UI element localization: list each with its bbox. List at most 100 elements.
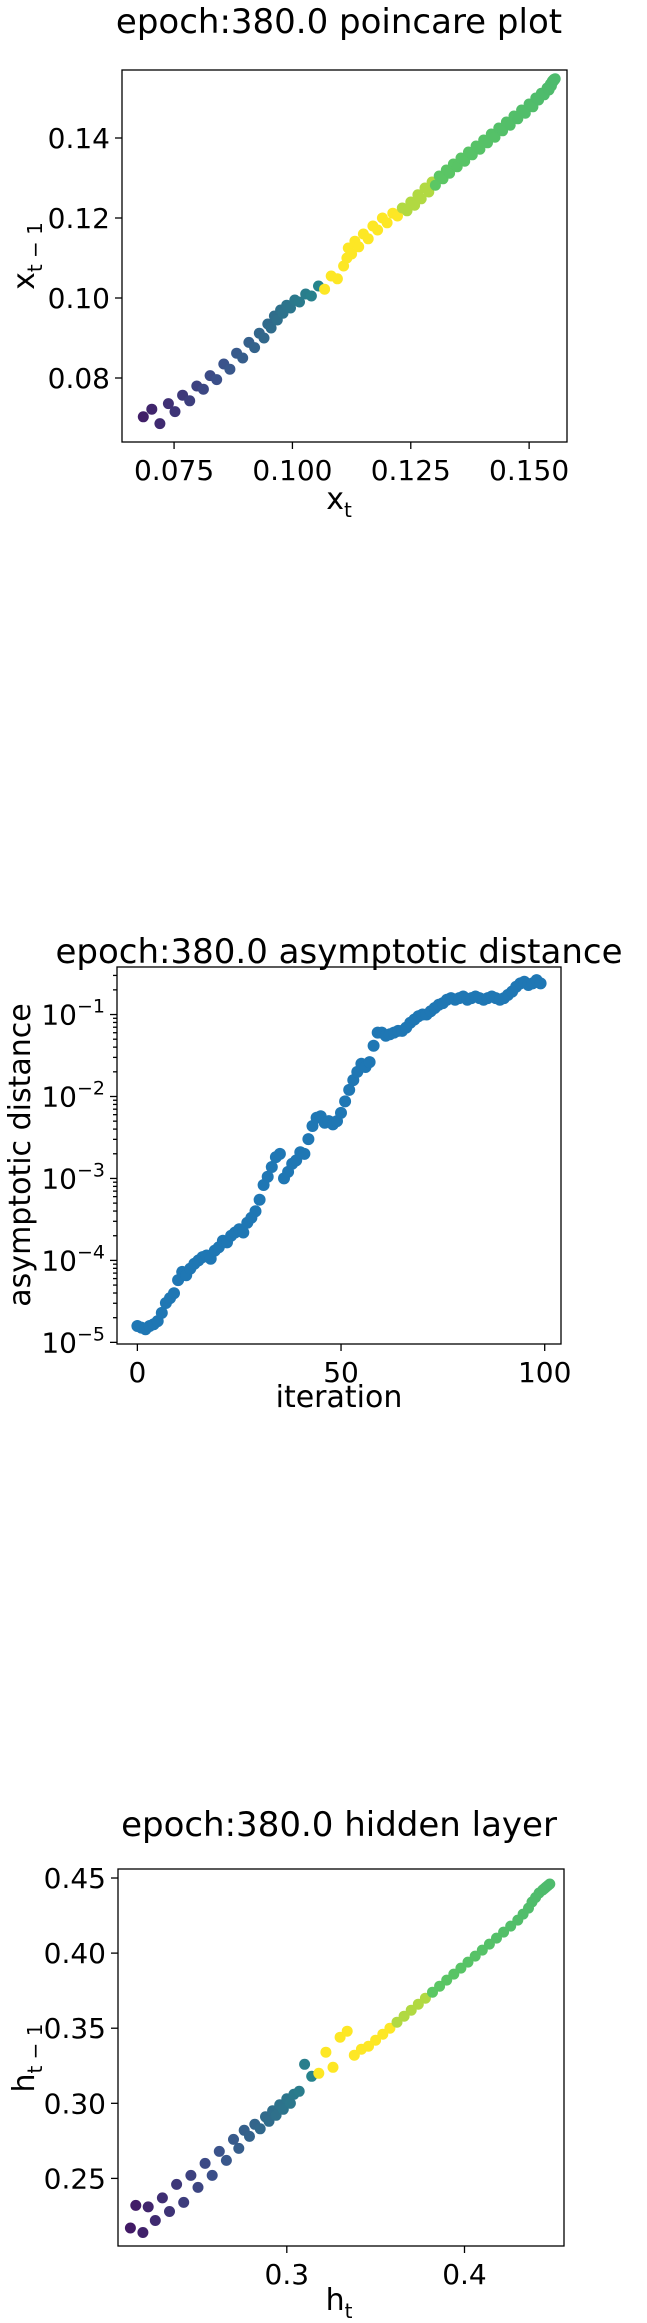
chart3-points (124, 1878, 556, 2238)
chart1-point (184, 395, 196, 407)
chart1-x-tick-label: 0.075 (134, 454, 214, 487)
chart1-point (265, 322, 277, 334)
chart2-point (302, 1133, 315, 1146)
chart1-point (305, 290, 317, 302)
chart3-point (213, 2145, 225, 2157)
chart1-x-tick-label: 0.125 (371, 454, 451, 487)
chart3-point (254, 2123, 266, 2135)
chart1-title: epoch:380.0 poincare plot (116, 2, 562, 42)
chart2-point (237, 1226, 250, 1239)
chart1-point (489, 131, 501, 143)
chart3-point (164, 2206, 175, 2217)
chart1-point (137, 411, 149, 423)
chart1-point (429, 179, 441, 191)
chart3-x-tick-label: 0.4 (442, 2258, 487, 2291)
chart1-point (353, 241, 365, 253)
chart2-point (367, 1039, 380, 1052)
chart2-point (335, 1106, 347, 1119)
chart2-y-tick-label: 10−1 (41, 996, 105, 1032)
chart3-point (327, 2061, 339, 2073)
chart2-point (343, 1083, 356, 1096)
chart3-y-tick-label: 0.30 (44, 2087, 106, 2120)
chart1-y-ticks: 0.08 0.10 0.12 0.14 (48, 122, 122, 395)
chart2-x-ticks: 0 50 100 (128, 1344, 571, 1389)
chart3-point (149, 2215, 161, 2226)
chart1-point (258, 332, 270, 344)
chart1-point (319, 283, 331, 295)
chart1-point (294, 296, 305, 308)
chart3-point (171, 2178, 183, 2190)
chart3-point (284, 2097, 296, 2109)
chart2-plot-frame (116, 966, 562, 1345)
chart1-point (451, 161, 463, 173)
chart3-point (130, 2199, 142, 2211)
chart3-x-tick-label: 0.3 (265, 2258, 310, 2291)
chart2-y-tick-label: 10−2 (41, 1077, 105, 1113)
chart3-point (156, 2192, 168, 2204)
chart2-point (339, 1095, 352, 1108)
chart2-point (363, 1056, 376, 1069)
asymptotic-distance-chart: epoch:380.0 asymptotic distance 0 50 100 1… (3, 932, 623, 1415)
chart3-point (185, 2169, 197, 2181)
chart1-y-tick-label: 0.12 (48, 202, 110, 235)
chart1-point (162, 398, 174, 410)
chart1-point (392, 210, 403, 222)
chart2-title: epoch:380.0 asymptotic distance (56, 932, 623, 972)
chart3-point (124, 2222, 136, 2234)
chart3-point (293, 2085, 305, 2097)
chart1-points (137, 73, 561, 430)
chart3-point (370, 2034, 382, 2046)
chart3-y-tick-label: 0.35 (44, 2012, 106, 2045)
chart1-y-tick-label: 0.10 (48, 282, 110, 315)
chart3-point (299, 2058, 311, 2070)
chart1-point (372, 224, 384, 236)
chart2-point (261, 1170, 274, 1183)
chart1-point (381, 217, 393, 229)
chart3-point (137, 2227, 149, 2238)
chart3-point (220, 2154, 232, 2166)
chart2-point (155, 1306, 168, 1319)
chart1-point (146, 403, 158, 415)
chart2-point (298, 1147, 311, 1160)
chart1-point (482, 137, 493, 149)
chart2-y-tick-label: 10−3 (41, 1159, 105, 1195)
chart1-point (169, 406, 181, 418)
chart3-y-tick-label: 0.45 (44, 1862, 106, 1895)
chart3-point (199, 2157, 211, 2169)
chart2-x-tick-label: 50 (323, 1356, 359, 1389)
chart2-point (265, 1161, 278, 1173)
chart3-plot-frame (117, 1868, 565, 2247)
chart2-x-tick-label: 100 (518, 1356, 571, 1389)
chart2-point (273, 1147, 286, 1160)
chart2-points (131, 974, 547, 1336)
chart1-point (154, 418, 166, 430)
chart3-point (244, 2130, 255, 2142)
chart3-point (233, 2142, 245, 2154)
chart3-y-tick-label: 0.40 (44, 1937, 106, 1970)
chart3-y-ticks: 0.25 0.30 0.35 0.40 0.45 (44, 1862, 118, 2195)
chart2-y-ticks: 10−5 10−4 10−3 10−2 10−1 (41, 974, 117, 1359)
chart1-point (459, 155, 471, 167)
chart1-point (444, 167, 456, 179)
chart1-point (224, 363, 236, 375)
chart1-point (497, 125, 509, 137)
chart1-point (197, 383, 209, 395)
chart1-point (519, 107, 531, 119)
chart1-y-tick-label: 0.14 (48, 122, 110, 155)
chart1-x-axis-label: xt (326, 482, 352, 522)
chart3-point (178, 2196, 190, 2208)
chart1-point (331, 273, 343, 285)
chart1-point (237, 352, 249, 364)
chart3-point (313, 2067, 325, 2079)
chart1-y-axis-label: xt − 1 (7, 222, 47, 290)
chart3-y-axis-label: ht − 1 (7, 2023, 47, 2092)
chart1-point (466, 149, 478, 161)
chart3-point (320, 2046, 332, 2058)
chart1-point (401, 205, 413, 217)
chart3-x-axis-label: ht (326, 2283, 353, 2323)
chart2-y-tick-label: 10−4 (41, 1241, 105, 1277)
chart2-point (534, 977, 547, 990)
chart3-point (228, 2133, 239, 2145)
chart1-x-ticks: 0.075 0.100 0.125 0.150 (134, 442, 569, 487)
